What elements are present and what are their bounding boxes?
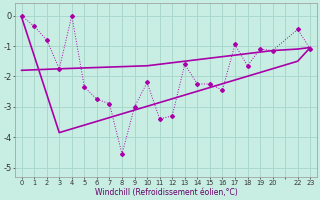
X-axis label: Windchill (Refroidissement éolien,°C): Windchill (Refroidissement éolien,°C) xyxy=(94,188,237,197)
